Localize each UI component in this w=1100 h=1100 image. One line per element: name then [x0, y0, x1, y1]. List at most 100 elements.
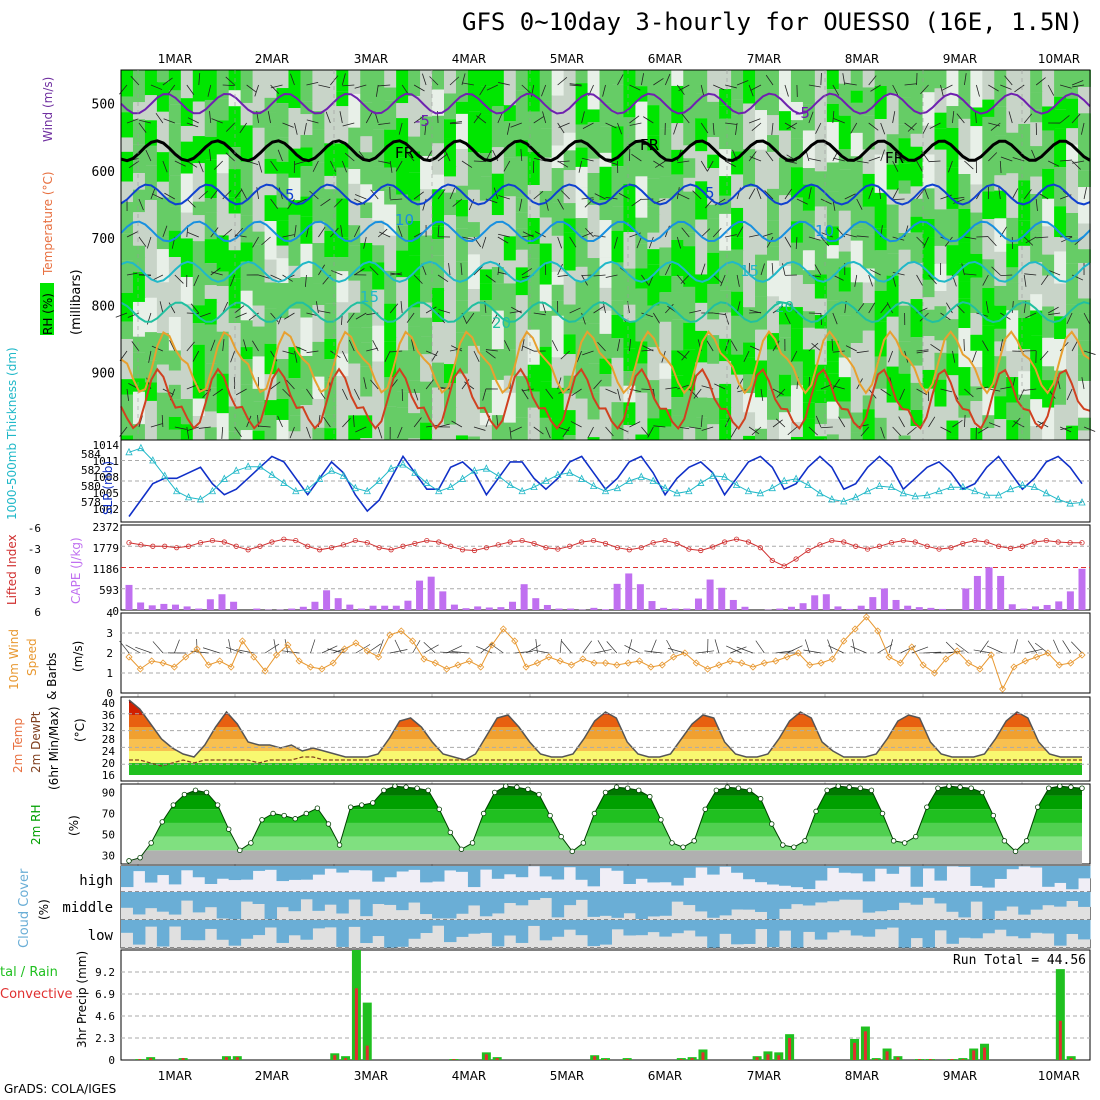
top-date-label: 4MAR	[452, 52, 487, 66]
wind-barb	[267, 111, 271, 124]
wind-barb	[282, 234, 295, 238]
wind-barb	[186, 341, 195, 352]
lifted-index-marker	[1031, 539, 1037, 545]
rh-cell	[1042, 407, 1056, 440]
cloud-cell	[216, 892, 230, 919]
cloud-cell	[336, 866, 349, 873]
rh-cell	[982, 191, 996, 220]
rh-cell	[683, 246, 697, 287]
rh2m-marker	[214, 802, 221, 808]
wind-barb	[988, 152, 998, 162]
rh-cell	[168, 350, 182, 371]
rh-cell	[515, 70, 529, 91]
rh-cell	[300, 114, 314, 136]
wind10-barb	[1025, 648, 1043, 654]
rh-cell	[527, 244, 541, 259]
isotherm-5	[120, 183, 1091, 206]
wind-barb	[664, 263, 671, 276]
rh-cell	[408, 255, 422, 276]
rh-cell	[922, 188, 936, 219]
rh-cell	[946, 389, 960, 421]
rh-cell	[1030, 262, 1044, 295]
cloud-cell	[180, 866, 194, 871]
rh-cell	[360, 218, 374, 243]
wind10-marker	[964, 659, 973, 667]
rh-cell	[276, 207, 290, 221]
rh2m-marker	[713, 787, 720, 794]
rh2m-marker	[647, 793, 653, 800]
rh-cell	[862, 409, 876, 440]
cloud-cell	[180, 920, 194, 941]
cape-bar	[148, 605, 156, 610]
thickness-marker	[1030, 482, 1038, 491]
lifted-index-marker	[686, 546, 692, 552]
rh-cell	[659, 426, 673, 440]
precip-convective-bar	[181, 1058, 185, 1060]
rh-cell	[671, 276, 685, 293]
rh-cell	[1006, 70, 1020, 109]
wind-barb	[868, 156, 881, 162]
rh-cell	[192, 70, 206, 102]
rh2m-marker	[691, 838, 697, 844]
wind10-barb	[559, 639, 562, 654]
wind-barb	[940, 388, 953, 393]
wind-barb	[479, 84, 487, 96]
wind-barb	[506, 122, 511, 135]
wind-barb	[730, 426, 738, 438]
rh2m-marker	[890, 838, 897, 844]
rh-cell	[790, 436, 804, 440]
cloud-cell	[838, 920, 852, 931]
cape-bar	[230, 601, 238, 610]
wind-barb	[167, 84, 176, 95]
rh-cell	[862, 206, 876, 235]
wind-barb	[341, 388, 348, 400]
cloud-cell	[192, 920, 206, 941]
rh-cell	[743, 202, 757, 226]
cloud-cell	[599, 920, 612, 945]
rh-cell	[587, 70, 601, 110]
credit-label: GrADS: COLA/IGES	[4, 1082, 117, 1096]
rh-cell	[1006, 310, 1020, 352]
rh-cell	[683, 286, 697, 323]
temp2m-tick-label: 16	[102, 769, 115, 782]
wind-barb	[325, 111, 331, 124]
wind-barb	[449, 122, 462, 125]
wind-barb	[282, 122, 294, 128]
lifted-index-marker	[424, 537, 430, 544]
wind10-barb	[480, 642, 494, 654]
wind-barb	[240, 188, 247, 200]
rh-cell	[491, 310, 505, 350]
rh-cell	[970, 70, 984, 108]
rh-cell	[659, 378, 673, 410]
wind-barb	[150, 84, 163, 90]
wind10-barb	[923, 651, 942, 654]
wind-barb	[369, 266, 379, 276]
wind-barb	[1000, 84, 1012, 90]
wind-barb	[234, 305, 245, 314]
wind-barb	[429, 76, 439, 86]
rh-cell	[898, 180, 912, 194]
lifted-index-marker	[793, 556, 799, 562]
wind-barb	[808, 187, 812, 200]
temp2m-line	[128, 699, 1082, 761]
rh-cell	[898, 410, 912, 436]
wind-barb	[982, 340, 989, 352]
cloud-cell	[467, 892, 481, 906]
rh-cell	[336, 405, 350, 440]
wind-barb	[1083, 312, 1090, 324]
rh-cell	[467, 202, 481, 223]
rh2m-axis-label: 2m RH	[29, 805, 43, 846]
rh-cell	[743, 149, 757, 187]
wind-barb	[1048, 270, 1061, 276]
cloud-cell	[228, 920, 242, 946]
rh-cell	[408, 326, 422, 350]
rh2m-marker	[813, 808, 819, 815]
rh-cell	[372, 427, 386, 440]
rh-cell	[719, 361, 733, 384]
cloud-cell	[934, 866, 947, 881]
thickness-marker	[125, 447, 133, 456]
thickness-marker	[768, 483, 776, 492]
rh-cell	[252, 274, 266, 306]
cloud-cell	[455, 892, 469, 914]
lifted-index-marker	[1055, 539, 1061, 545]
